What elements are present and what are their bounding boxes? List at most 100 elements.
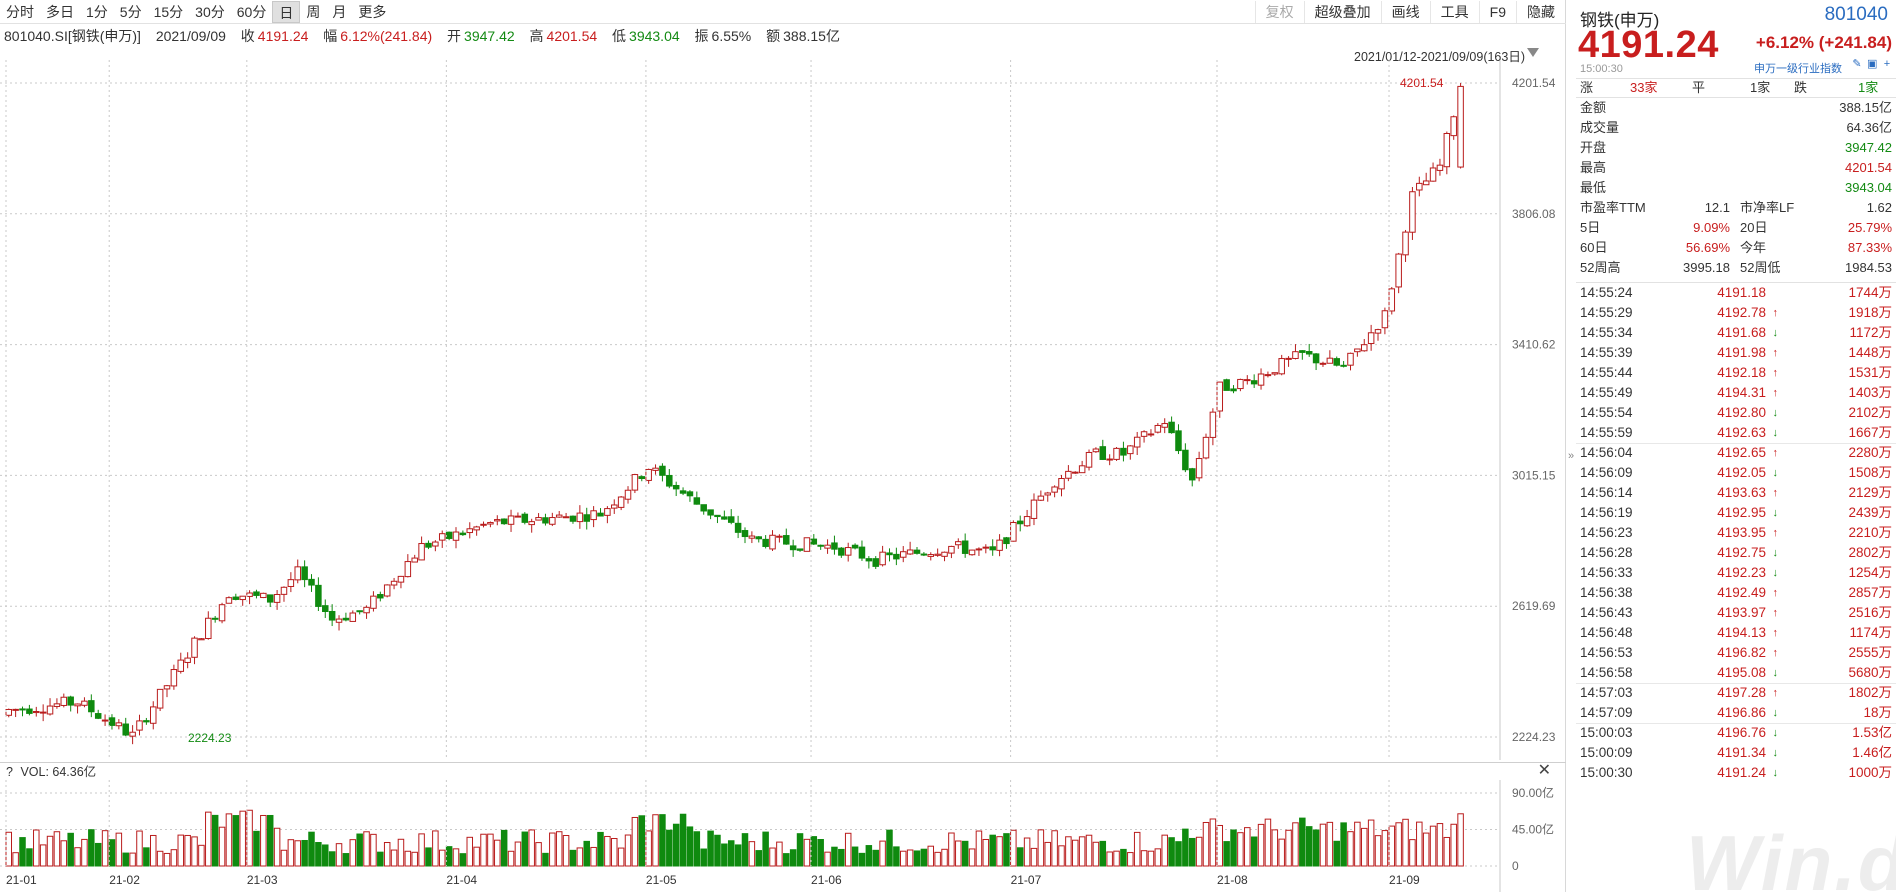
candle-body — [1250, 380, 1258, 385]
period-tab-3[interactable]: 5分 — [119, 3, 142, 20]
candle-body — [211, 617, 219, 620]
volume-bar — [906, 849, 914, 867]
candle-body — [645, 468, 652, 481]
candle-body — [1127, 445, 1134, 455]
tool-menu-item-0[interactable]: 复权 — [1254, 1, 1304, 23]
candle-body — [1388, 288, 1396, 312]
candle-body — [60, 696, 68, 706]
period-tab-2[interactable]: 1分 — [86, 3, 108, 20]
candle-body — [19, 708, 26, 711]
candle-body — [535, 517, 542, 521]
stat-row: 成交量 64.36亿 — [1580, 118, 1892, 138]
candle-body — [1202, 436, 1210, 459]
tick-time: 14:55:49 — [1580, 385, 1633, 400]
candle-body — [783, 535, 790, 545]
period-tab-5[interactable]: 30分 — [195, 3, 225, 20]
edit-icon[interactable]: ✎ — [1852, 58, 1862, 70]
volume-bar — [328, 851, 336, 867]
volume-bar — [322, 844, 329, 867]
period-toolbar: 分时 多日 1分 5分 15分 30分 60分日周月更多 — [0, 0, 1566, 24]
candle-body — [88, 700, 95, 713]
arrow-down-icon: ↓ — [1772, 507, 1779, 519]
candle-body — [1030, 499, 1038, 519]
tool-menu-item-4[interactable]: F9 — [1478, 1, 1516, 23]
volume-bar — [1436, 823, 1444, 867]
volume-bar — [1230, 829, 1237, 867]
tool-menu-item-2[interactable]: 画线 — [1380, 1, 1430, 23]
up-label: 涨 — [1580, 80, 1594, 95]
close-icon[interactable]: ✕ — [1537, 762, 1551, 779]
period-tab-8[interactable]: 周 — [306, 3, 321, 20]
arrow-down-icon: ↓ — [1772, 567, 1779, 579]
volume-bar — [156, 850, 164, 867]
collapse-panel-icon[interactable]: » — [1567, 450, 1575, 462]
candle-body — [1457, 85, 1464, 168]
period-tab-7[interactable]: 日 — [272, 0, 301, 23]
candle-body — [721, 516, 728, 520]
volume-bar — [459, 853, 467, 867]
candle-body — [349, 612, 357, 622]
arrow-down-icon: ↓ — [1772, 747, 1779, 759]
volume-chart[interactable]: 90.00亿 45.00亿 0 21-01 21-02 21-03 21-04 21-05 21… — [0, 780, 1566, 892]
candle-body — [500, 518, 508, 525]
candle-body — [445, 531, 453, 539]
volume-bar — [1409, 839, 1416, 867]
tool-menu-item-3[interactable]: 工具 — [1429, 1, 1479, 23]
volume-bar — [88, 829, 95, 867]
candle-body — [817, 544, 824, 547]
candle-body — [1347, 352, 1354, 366]
tick-row: 14:55:29 4192.78 ↑ 1918万 — [1576, 303, 1896, 323]
tool-menu-item-1[interactable]: 超级叠加 — [1303, 1, 1381, 23]
chart-icon[interactable]: ▣ — [1867, 58, 1878, 70]
candle-body — [617, 496, 625, 508]
period-tab-9[interactable]: 月 — [332, 3, 347, 20]
period-tab-1[interactable]: 多日 — [46, 3, 74, 20]
period-tab-4[interactable]: 15分 — [153, 3, 184, 20]
candle-body — [397, 575, 405, 583]
candle-body — [576, 512, 584, 523]
candle-body — [824, 544, 831, 549]
volume-bar — [597, 831, 604, 867]
tick-list[interactable]: 14:55:24 4191.18 1744万 14:55:29 4192.78 ↑ 1918… — [1576, 282, 1896, 780]
tick-row: 14:56:23 4193.95 ↑ 2210万 — [1576, 523, 1896, 543]
tick-row: 14:56:38 4192.49 ↑ 2857万 — [1576, 583, 1896, 603]
dropdown-triangle-icon[interactable] — [1527, 48, 1539, 57]
tick-time: 14:56:53 — [1580, 645, 1633, 660]
add-icon[interactable]: + — [1883, 58, 1891, 70]
valuation-row: 市盈率TTM 12.1 市净率LF 1.62 — [1580, 198, 1892, 218]
high-value: 4201.54 — [546, 28, 598, 44]
volume-bar — [1133, 831, 1141, 867]
volume-bar — [652, 814, 659, 867]
open-label: 开 — [447, 28, 462, 44]
tick-volume: 2516万 — [1848, 605, 1892, 620]
tick-row: 14:56:14 4193.63 ↑ 2129万 — [1576, 483, 1896, 503]
volume-bar — [232, 815, 240, 867]
candle-body — [170, 669, 178, 687]
tool-menu: 复权 超级叠加 画线 工具 F9 隐藏 — [1254, 0, 1565, 24]
candle-body — [507, 515, 515, 525]
candle-body — [1120, 447, 1127, 456]
tick-row: 15:00:09 4191.34 ↓ 1.46亿 — [1576, 743, 1896, 763]
candle-body — [858, 546, 866, 559]
stat-label: 金额 — [1580, 100, 1607, 115]
candle-body — [308, 578, 315, 586]
volume-bar — [445, 846, 453, 867]
period-tab-6[interactable]: 60分 — [236, 3, 267, 20]
period-tab-10[interactable]: 更多 — [358, 3, 387, 20]
date-range-label[interactable]: 2021/01/12-2021/09/09(163日) — [1354, 50, 1525, 64]
candlestick-chart[interactable]: 4201.54 3806.08 3410.62 3015.15 2619.69 2224.… — [0, 60, 1566, 760]
security-code-link[interactable]: 801040 — [1824, 4, 1888, 25]
volume-bar — [1223, 841, 1230, 867]
tool-menu-item-5[interactable]: 隐藏 — [1516, 1, 1565, 23]
range-value: 6.12%(241.84) — [340, 28, 433, 44]
candle-body — [452, 531, 460, 541]
volume-bar — [569, 849, 577, 867]
x-tick-label: 21-02 — [109, 873, 140, 887]
volume-collapse-icon[interactable]: ? — [6, 765, 13, 779]
return-row-1: 5日 9.09% 20日 25.79% — [1580, 218, 1892, 238]
tick-row: 14:55:24 4191.18 1744万 — [1576, 283, 1896, 303]
period-tab-0[interactable]: 分时 — [6, 3, 34, 20]
arrow-down-icon: ↓ — [1772, 667, 1779, 679]
volume-bar — [149, 834, 157, 867]
industry-link[interactable]: 申万一级行业指数 — [1754, 63, 1842, 75]
